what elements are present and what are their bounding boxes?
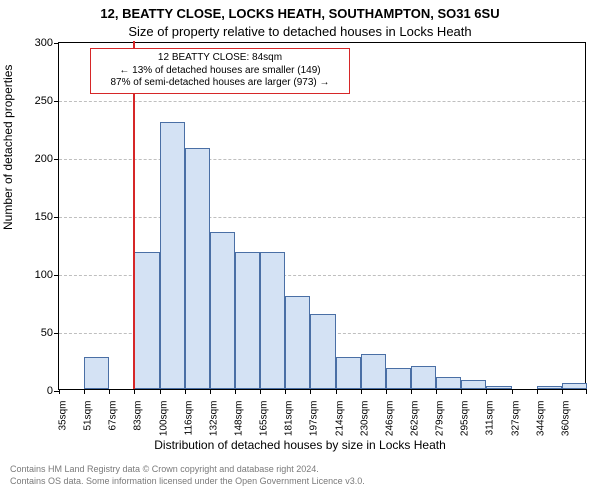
- xtick-label: 311sqm: [485, 401, 496, 436]
- bar: [361, 354, 386, 389]
- gridline: [59, 217, 585, 218]
- page-title-line1: 12, BEATTY CLOSE, LOCKS HEATH, SOUTHAMPT…: [0, 6, 600, 21]
- x-axis-label: Distribution of detached houses by size …: [0, 438, 600, 452]
- ytick-label: 300: [35, 37, 59, 49]
- xtick-mark: [160, 389, 161, 394]
- ytick-label: 250: [35, 95, 59, 107]
- xtick-mark: [512, 389, 513, 394]
- bar: [185, 148, 210, 389]
- xtick-label: 344sqm: [535, 401, 546, 437]
- xtick-label: 67sqm: [108, 401, 119, 431]
- xtick-label: 214sqm: [334, 401, 345, 437]
- xtick-mark: [436, 389, 437, 394]
- gridline: [59, 159, 585, 160]
- xtick-mark: [59, 389, 60, 394]
- bar: [436, 377, 461, 389]
- bar: [461, 380, 486, 389]
- xtick-label: 181sqm: [284, 401, 295, 437]
- bar: [134, 252, 159, 389]
- xtick-mark: [562, 389, 563, 394]
- annotation-box: 12 BEATTY CLOSE: 84sqm← 13% of detached …: [90, 48, 350, 94]
- y-axis-label: Number of detached properties: [1, 65, 15, 230]
- xtick-label: 295sqm: [460, 401, 471, 437]
- xtick-mark: [336, 389, 337, 394]
- ytick-label: 150: [35, 211, 59, 223]
- xtick-label: 35sqm: [58, 401, 69, 431]
- xtick-label: 83sqm: [133, 401, 144, 431]
- bar: [537, 386, 562, 389]
- bar: [235, 252, 260, 389]
- bar: [411, 366, 436, 389]
- xtick-mark: [109, 389, 110, 394]
- xtick-label: 197sqm: [309, 401, 320, 437]
- xtick-label: 148sqm: [234, 401, 245, 437]
- bar: [310, 314, 335, 389]
- xtick-mark: [285, 389, 286, 394]
- bar: [285, 296, 310, 389]
- annotation-line: 87% of semi-detached houses are larger (…: [97, 77, 343, 90]
- xtick-mark: [586, 389, 587, 394]
- credits-line2: Contains OS data. Some information licen…: [10, 476, 365, 488]
- xtick-label: 51sqm: [83, 401, 94, 431]
- xtick-label: 230sqm: [359, 401, 370, 437]
- credits: Contains HM Land Registry data © Crown c…: [10, 464, 365, 487]
- xtick-label: 262sqm: [410, 401, 421, 437]
- xtick-label: 132sqm: [208, 401, 219, 437]
- bar: [84, 357, 109, 389]
- bar: [210, 232, 235, 389]
- xtick-mark: [185, 389, 186, 394]
- xtick-label: 100sqm: [158, 401, 169, 437]
- xtick-mark: [537, 389, 538, 394]
- gridline: [59, 101, 585, 102]
- xtick-label: 279sqm: [435, 401, 446, 437]
- page-title-line2: Size of property relative to detached ho…: [0, 24, 600, 39]
- xtick-mark: [84, 389, 85, 394]
- credits-line1: Contains HM Land Registry data © Crown c…: [10, 464, 365, 476]
- annotation-line: ← 13% of detached houses are smaller (14…: [97, 65, 343, 78]
- ytick-label: 200: [35, 153, 59, 165]
- xtick-mark: [486, 389, 487, 394]
- ytick-label: 50: [41, 327, 59, 339]
- xtick-mark: [461, 389, 462, 394]
- xtick-label: 327sqm: [510, 401, 521, 437]
- bar: [160, 122, 185, 389]
- plot-area: 05010015020025030035sqm51sqm67sqm83sqm10…: [58, 42, 586, 390]
- bar: [386, 368, 411, 389]
- bar: [260, 252, 285, 389]
- xtick-mark: [310, 389, 311, 394]
- bar: [486, 386, 511, 389]
- xtick-mark: [386, 389, 387, 394]
- xtick-mark: [134, 389, 135, 394]
- xtick-label: 165sqm: [259, 401, 270, 437]
- xtick-mark: [210, 389, 211, 394]
- xtick-label: 360sqm: [560, 401, 571, 437]
- xtick-mark: [260, 389, 261, 394]
- bar: [336, 357, 361, 389]
- xtick-label: 246sqm: [384, 401, 395, 437]
- annotation-line: 12 BEATTY CLOSE: 84sqm: [97, 52, 343, 65]
- xtick-mark: [411, 389, 412, 394]
- bar: [562, 383, 587, 389]
- ytick-label: 100: [35, 269, 59, 281]
- xtick-label: 116sqm: [183, 401, 194, 436]
- ytick-label: 0: [47, 385, 59, 397]
- figure: 12, BEATTY CLOSE, LOCKS HEATH, SOUTHAMPT…: [0, 0, 600, 500]
- xtick-mark: [235, 389, 236, 394]
- xtick-mark: [361, 389, 362, 394]
